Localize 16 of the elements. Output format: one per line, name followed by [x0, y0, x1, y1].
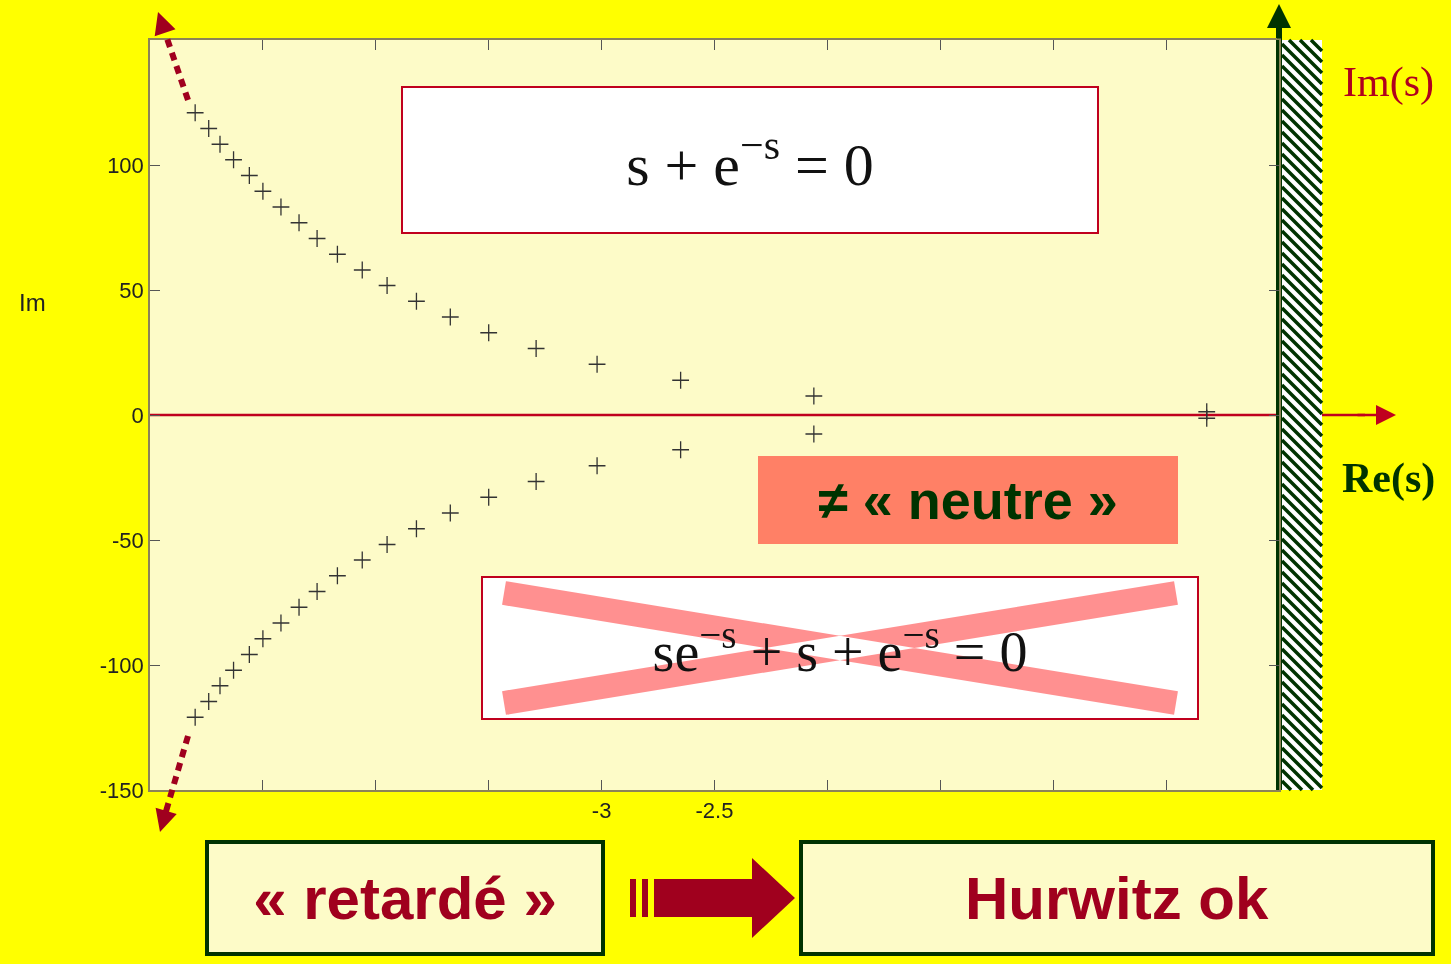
x-tick-label: -3 — [591, 798, 612, 824]
annotation: se$^{−s}$ + s + e$^{−s}$ = 0 — [652, 612, 1028, 684]
y-tick-label: -50 — [112, 527, 144, 553]
text: Re(s) — [1342, 455, 1436, 502]
annotation: s + e$^{−s}$ = 0 — [626, 122, 874, 198]
y-axis-title: Im — [19, 289, 46, 316]
y-tick-label: -100 — [99, 652, 144, 678]
y-tick-label: -150 — [99, 777, 144, 803]
text: Hurwitz ok — [965, 864, 1269, 932]
text: « retardé » — [253, 864, 557, 932]
y-tick-label: 50 — [119, 277, 144, 303]
x-tick-label: -2.5 — [695, 798, 734, 824]
annotation: ≠ « neutre » — [818, 470, 1118, 530]
y-tick-label: 0 — [131, 402, 144, 428]
text: Im(s) — [1343, 59, 1434, 106]
y-tick-label: 100 — [107, 152, 144, 178]
